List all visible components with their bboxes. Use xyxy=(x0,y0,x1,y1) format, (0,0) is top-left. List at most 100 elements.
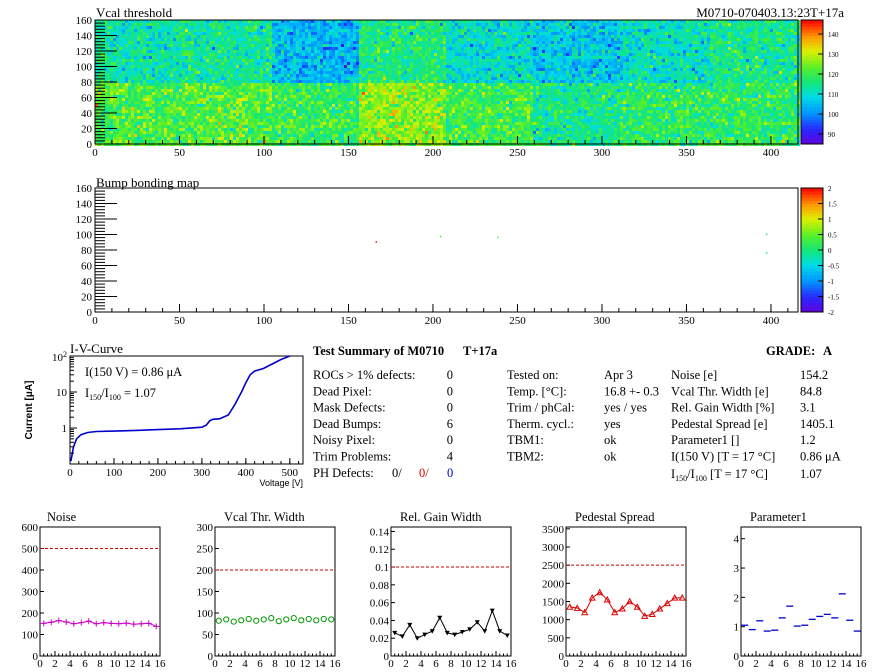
heatmap-cell xyxy=(650,20,653,23)
heatmap-cell xyxy=(581,77,584,80)
heatmap-cell xyxy=(296,80,299,83)
heatmap-cell xyxy=(563,47,566,50)
heatmap-cell xyxy=(176,50,179,53)
heatmap-cell xyxy=(641,68,644,71)
heatmap-cell xyxy=(404,56,407,59)
heatmap-cell xyxy=(308,56,311,59)
heatmap-cell xyxy=(275,35,278,38)
heatmap-cell xyxy=(272,68,275,71)
heatmap-cell xyxy=(683,29,686,32)
heatmap-cell xyxy=(290,23,293,26)
heatmap-cell xyxy=(395,80,398,83)
heatmap-cell xyxy=(689,44,692,47)
heatmap-cell xyxy=(515,38,518,41)
heatmap-cell xyxy=(662,26,665,29)
heatmap-cell xyxy=(437,62,440,65)
heatmap-cell xyxy=(506,32,509,35)
heatmap-cell xyxy=(254,59,257,62)
heatmap-cell xyxy=(698,53,701,56)
heatmap-cell xyxy=(527,38,530,41)
heatmap-cell xyxy=(347,77,350,80)
heatmap-cell xyxy=(566,62,569,65)
heatmap-cell xyxy=(326,59,329,62)
heatmap-cell xyxy=(146,68,149,71)
heatmap-cell xyxy=(368,32,371,35)
heatmap-cell xyxy=(665,53,668,56)
heatmap-cell xyxy=(383,38,386,41)
heatmap-cell xyxy=(338,44,341,47)
heatmap-cell xyxy=(458,32,461,35)
heatmap-cell xyxy=(566,44,569,47)
heatmap-cell xyxy=(95,83,98,86)
heatmap-cell xyxy=(119,38,122,41)
heatmap-cell xyxy=(662,65,665,68)
heatmap-cell xyxy=(764,47,767,50)
heatmap-cell xyxy=(608,68,611,71)
heatmap-cell xyxy=(323,32,326,35)
heatmap-cell xyxy=(245,44,248,47)
heatmap-cell xyxy=(335,41,338,44)
heatmap-cell xyxy=(212,56,215,59)
heatmap-cell xyxy=(743,41,746,44)
heatmap-cell xyxy=(212,41,215,44)
heatmap-cell xyxy=(533,62,536,65)
heatmap-cell xyxy=(632,50,635,53)
heatmap-cell xyxy=(635,44,638,47)
heatmap-cell xyxy=(668,77,671,80)
heatmap-cell xyxy=(392,23,395,26)
heatmap-cell xyxy=(578,26,581,29)
heatmap-cell xyxy=(413,71,416,74)
heatmap-cell xyxy=(239,59,242,62)
heatmap-cell xyxy=(605,35,608,38)
heatmap-cell xyxy=(725,41,728,44)
heatmap-cell xyxy=(452,38,455,41)
heatmap-cell xyxy=(596,74,599,77)
heatmap-cell xyxy=(638,23,641,26)
heatmap-cell xyxy=(434,35,437,38)
heatmap-cell xyxy=(617,41,620,44)
heatmap-cell xyxy=(233,77,236,80)
heatmap-cell xyxy=(362,71,365,74)
heatmap-cell xyxy=(407,53,410,56)
heatmap-cell xyxy=(317,59,320,62)
heatmap-cell xyxy=(230,71,233,74)
heatmap-cell xyxy=(347,68,350,71)
heatmap-cell xyxy=(776,23,779,26)
heatmap-cell xyxy=(164,59,167,62)
heatmap-cell xyxy=(362,80,365,83)
heatmap-cell xyxy=(785,77,788,80)
heatmap-cell xyxy=(656,32,659,35)
heatmap-cell xyxy=(584,20,587,23)
heatmap-cell xyxy=(620,44,623,47)
heatmap-cell xyxy=(398,32,401,35)
heatmap-cell xyxy=(587,38,590,41)
heatmap-cell xyxy=(599,77,602,80)
heatmap-cell xyxy=(368,80,371,83)
heatmap-cell xyxy=(575,47,578,50)
heatmap-cell xyxy=(191,53,194,56)
heatmap-cell xyxy=(650,26,653,29)
heatmap-cell xyxy=(251,62,254,65)
heatmap-cell xyxy=(695,80,698,83)
heatmap-cell xyxy=(245,71,248,74)
heatmap-cell xyxy=(473,44,476,47)
heatmap-cell xyxy=(371,59,374,62)
heatmap-cell xyxy=(560,44,563,47)
heatmap-cell xyxy=(494,47,497,50)
heatmap-cell xyxy=(488,62,491,65)
heatmap-cell xyxy=(581,50,584,53)
heatmap-cell xyxy=(737,38,740,41)
heatmap-cell xyxy=(113,59,116,62)
heatmap-cell xyxy=(362,41,365,44)
heatmap-cell xyxy=(740,77,743,80)
heatmap-cell xyxy=(731,44,734,47)
heatmap-cell xyxy=(338,56,341,59)
heatmap-cell xyxy=(638,68,641,71)
heatmap-cell xyxy=(425,56,428,59)
heatmap-cell xyxy=(611,50,614,53)
heatmap-cell xyxy=(173,71,176,74)
heatmap-cell xyxy=(581,44,584,47)
heatmap-cell xyxy=(323,26,326,29)
heatmap-cell xyxy=(701,53,704,56)
heatmap-cell xyxy=(560,35,563,38)
